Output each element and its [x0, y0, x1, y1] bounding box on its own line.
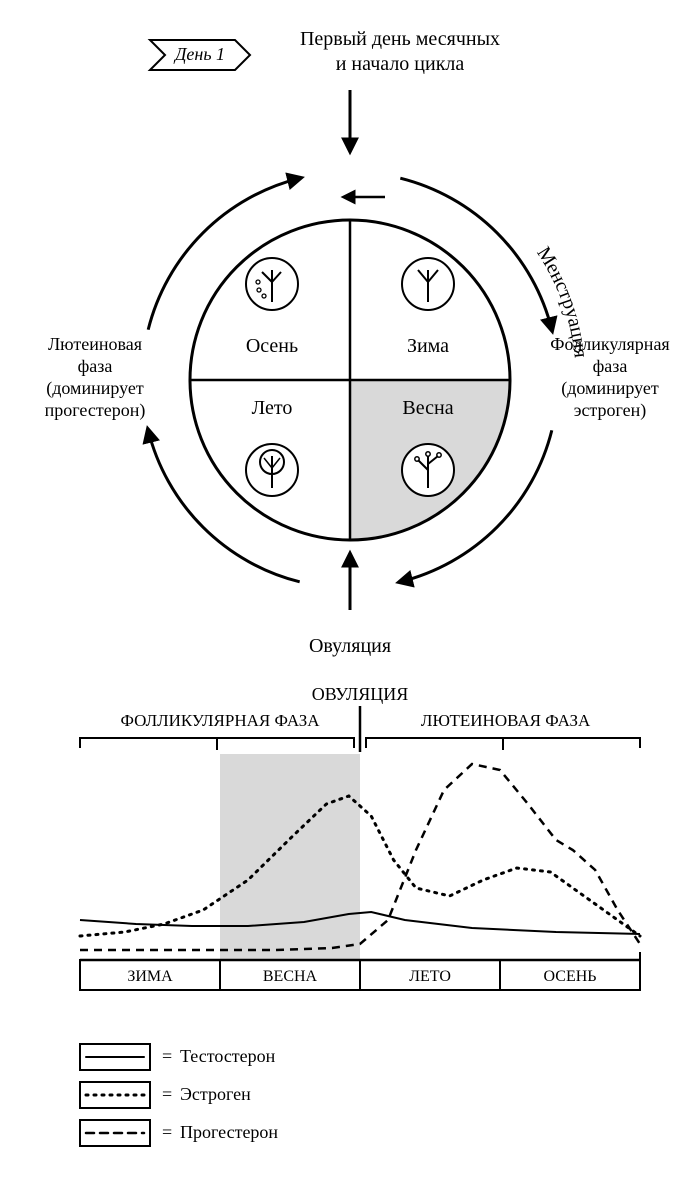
- season-autumn: Осень: [246, 335, 298, 357]
- legend-swatch-box: [80, 1082, 150, 1108]
- left-phase-label: Лютеиновая фаза (доминирует прогестерон): [45, 334, 146, 421]
- svg-text:прогестерон): прогестерон): [45, 400, 146, 421]
- tree-icon: [246, 258, 298, 310]
- right-phase-label: Фолликулярная фаза (доминирует эстроген): [550, 334, 669, 421]
- top-label-line1: Первый день месячных: [300, 28, 500, 50]
- legend-label: Прогестерон: [180, 1122, 278, 1142]
- svg-text:Лютеиновая: Лютеиновая: [48, 334, 142, 354]
- season-col-label: ВЕСНА: [263, 968, 318, 985]
- svg-text:фаза: фаза: [593, 356, 628, 376]
- season-col-label: ЛЕТО: [409, 968, 451, 985]
- svg-text:эстроген): эстроген): [574, 400, 647, 421]
- cycle-circle: Осень Зима Весна Лето: [148, 178, 552, 582]
- season-winter: Зима: [407, 335, 449, 357]
- season-summer: Лето: [252, 397, 293, 419]
- svg-text:(доминирует: (доминирует: [561, 378, 659, 399]
- bracket: [366, 738, 640, 750]
- chart-legend: = Тестостерон = Эстроген = Прогестерон: [80, 1044, 278, 1146]
- legend-eq: =: [162, 1046, 172, 1066]
- diagram-root: День 1 Первый день месячных и начало цик…: [0, 0, 700, 1200]
- legend-eq: =: [162, 1084, 172, 1104]
- day-badge-text: День 1: [173, 44, 225, 64]
- legend-eq: =: [162, 1122, 172, 1142]
- bracket: [80, 738, 354, 750]
- svg-text:(доминирует: (доминирует: [46, 378, 144, 399]
- bottom-label: Овуляция: [309, 635, 391, 657]
- legend-label: Тестостерон: [180, 1046, 276, 1066]
- svg-text:фаза: фаза: [78, 356, 113, 376]
- tree-icon: [402, 258, 454, 310]
- svg-text:Фолликулярная: Фолликулярная: [550, 334, 669, 354]
- tree-icon: [246, 444, 298, 496]
- chart-shaded-col: [220, 754, 360, 960]
- day-badge: День 1: [150, 40, 250, 70]
- tree-icon: [402, 444, 454, 496]
- season-col-label: ЗИМА: [127, 968, 173, 985]
- chart-title-right: ЛЮТЕИНОВАЯ ФАЗА: [421, 711, 591, 730]
- hormone-chart: ОВУЛЯЦИЯ ФОЛЛИКУЛЯРНАЯ ФАЗА ЛЮТЕИНОВАЯ ФАЗ…: [80, 684, 640, 990]
- season-col-label: ОСЕНЬ: [544, 968, 597, 985]
- chart-title-center: ОВУЛЯЦИЯ: [312, 684, 408, 704]
- legend-label: Эстроген: [180, 1084, 251, 1104]
- top-label-line2: и начало цикла: [336, 53, 465, 75]
- season-spring: Весна: [402, 397, 453, 419]
- chart-title-left: ФОЛЛИКУЛЯРНАЯ ФАЗА: [121, 711, 321, 730]
